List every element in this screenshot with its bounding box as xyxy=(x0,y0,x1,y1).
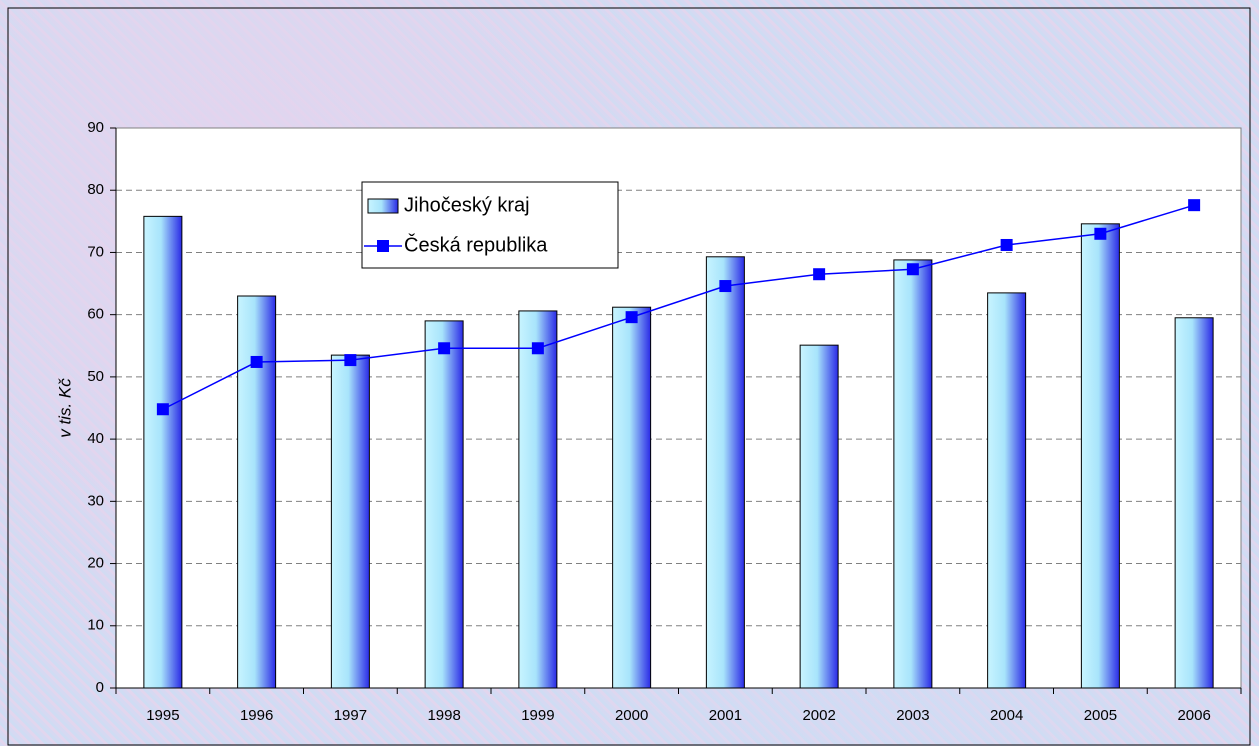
x-tick-label: 2000 xyxy=(615,707,648,724)
marker xyxy=(250,355,263,368)
bar xyxy=(1174,317,1214,689)
bar xyxy=(237,295,277,689)
bar xyxy=(330,354,370,689)
bar xyxy=(893,259,933,689)
x-tick-label: 2001 xyxy=(709,707,742,724)
legend-swatch xyxy=(367,198,399,214)
x-tick-label: 2006 xyxy=(1177,707,1210,724)
bar xyxy=(799,344,839,689)
y-tick-label: 20 xyxy=(87,555,104,572)
x-tick-label: 2004 xyxy=(990,707,1023,724)
bar xyxy=(987,292,1027,689)
legend-label: Jihočeský kraj xyxy=(404,194,530,216)
x-tick-label: 1999 xyxy=(521,707,554,724)
marker xyxy=(438,342,451,355)
legend xyxy=(361,181,619,269)
y-tick-label: 60 xyxy=(87,306,104,323)
y-tick-label: 90 xyxy=(87,119,104,136)
x-tick-label: 1995 xyxy=(146,707,179,724)
marker xyxy=(344,354,357,367)
y-tick-label: 40 xyxy=(87,430,104,447)
bar xyxy=(1080,223,1120,689)
legend-label: Česká republika xyxy=(404,233,548,256)
marker xyxy=(906,263,919,276)
marker xyxy=(1000,238,1013,251)
y-tick-label: 70 xyxy=(87,243,104,260)
bar xyxy=(612,306,652,689)
marker xyxy=(719,280,732,293)
bar xyxy=(705,256,745,689)
bar xyxy=(424,320,464,689)
marker xyxy=(625,311,638,324)
line xyxy=(162,204,1195,410)
y-axis-label: v tis. Kč xyxy=(55,378,74,438)
y-tick-label: 50 xyxy=(87,368,104,385)
x-tick-label: 1996 xyxy=(240,707,273,724)
x-tick-label: 1998 xyxy=(427,707,460,724)
y-tick-label: 80 xyxy=(87,181,104,198)
marker xyxy=(1188,199,1201,212)
x-tick-label: 1997 xyxy=(334,707,367,724)
marker xyxy=(1094,227,1107,240)
legend-marker xyxy=(377,240,389,252)
marker xyxy=(813,268,826,281)
bar xyxy=(518,310,558,689)
chart-border xyxy=(7,7,1251,746)
y-tick-label: 30 xyxy=(87,492,104,509)
marker xyxy=(156,403,169,416)
x-tick-label: 2005 xyxy=(1084,707,1117,724)
y-tick-label: 0 xyxy=(96,679,104,696)
x-tick-label: 2002 xyxy=(802,707,835,724)
x-tick-label: 2003 xyxy=(896,707,929,724)
bar xyxy=(143,215,183,689)
marker xyxy=(531,342,544,355)
y-tick-label: 10 xyxy=(87,617,104,634)
plot-area xyxy=(115,127,1242,689)
